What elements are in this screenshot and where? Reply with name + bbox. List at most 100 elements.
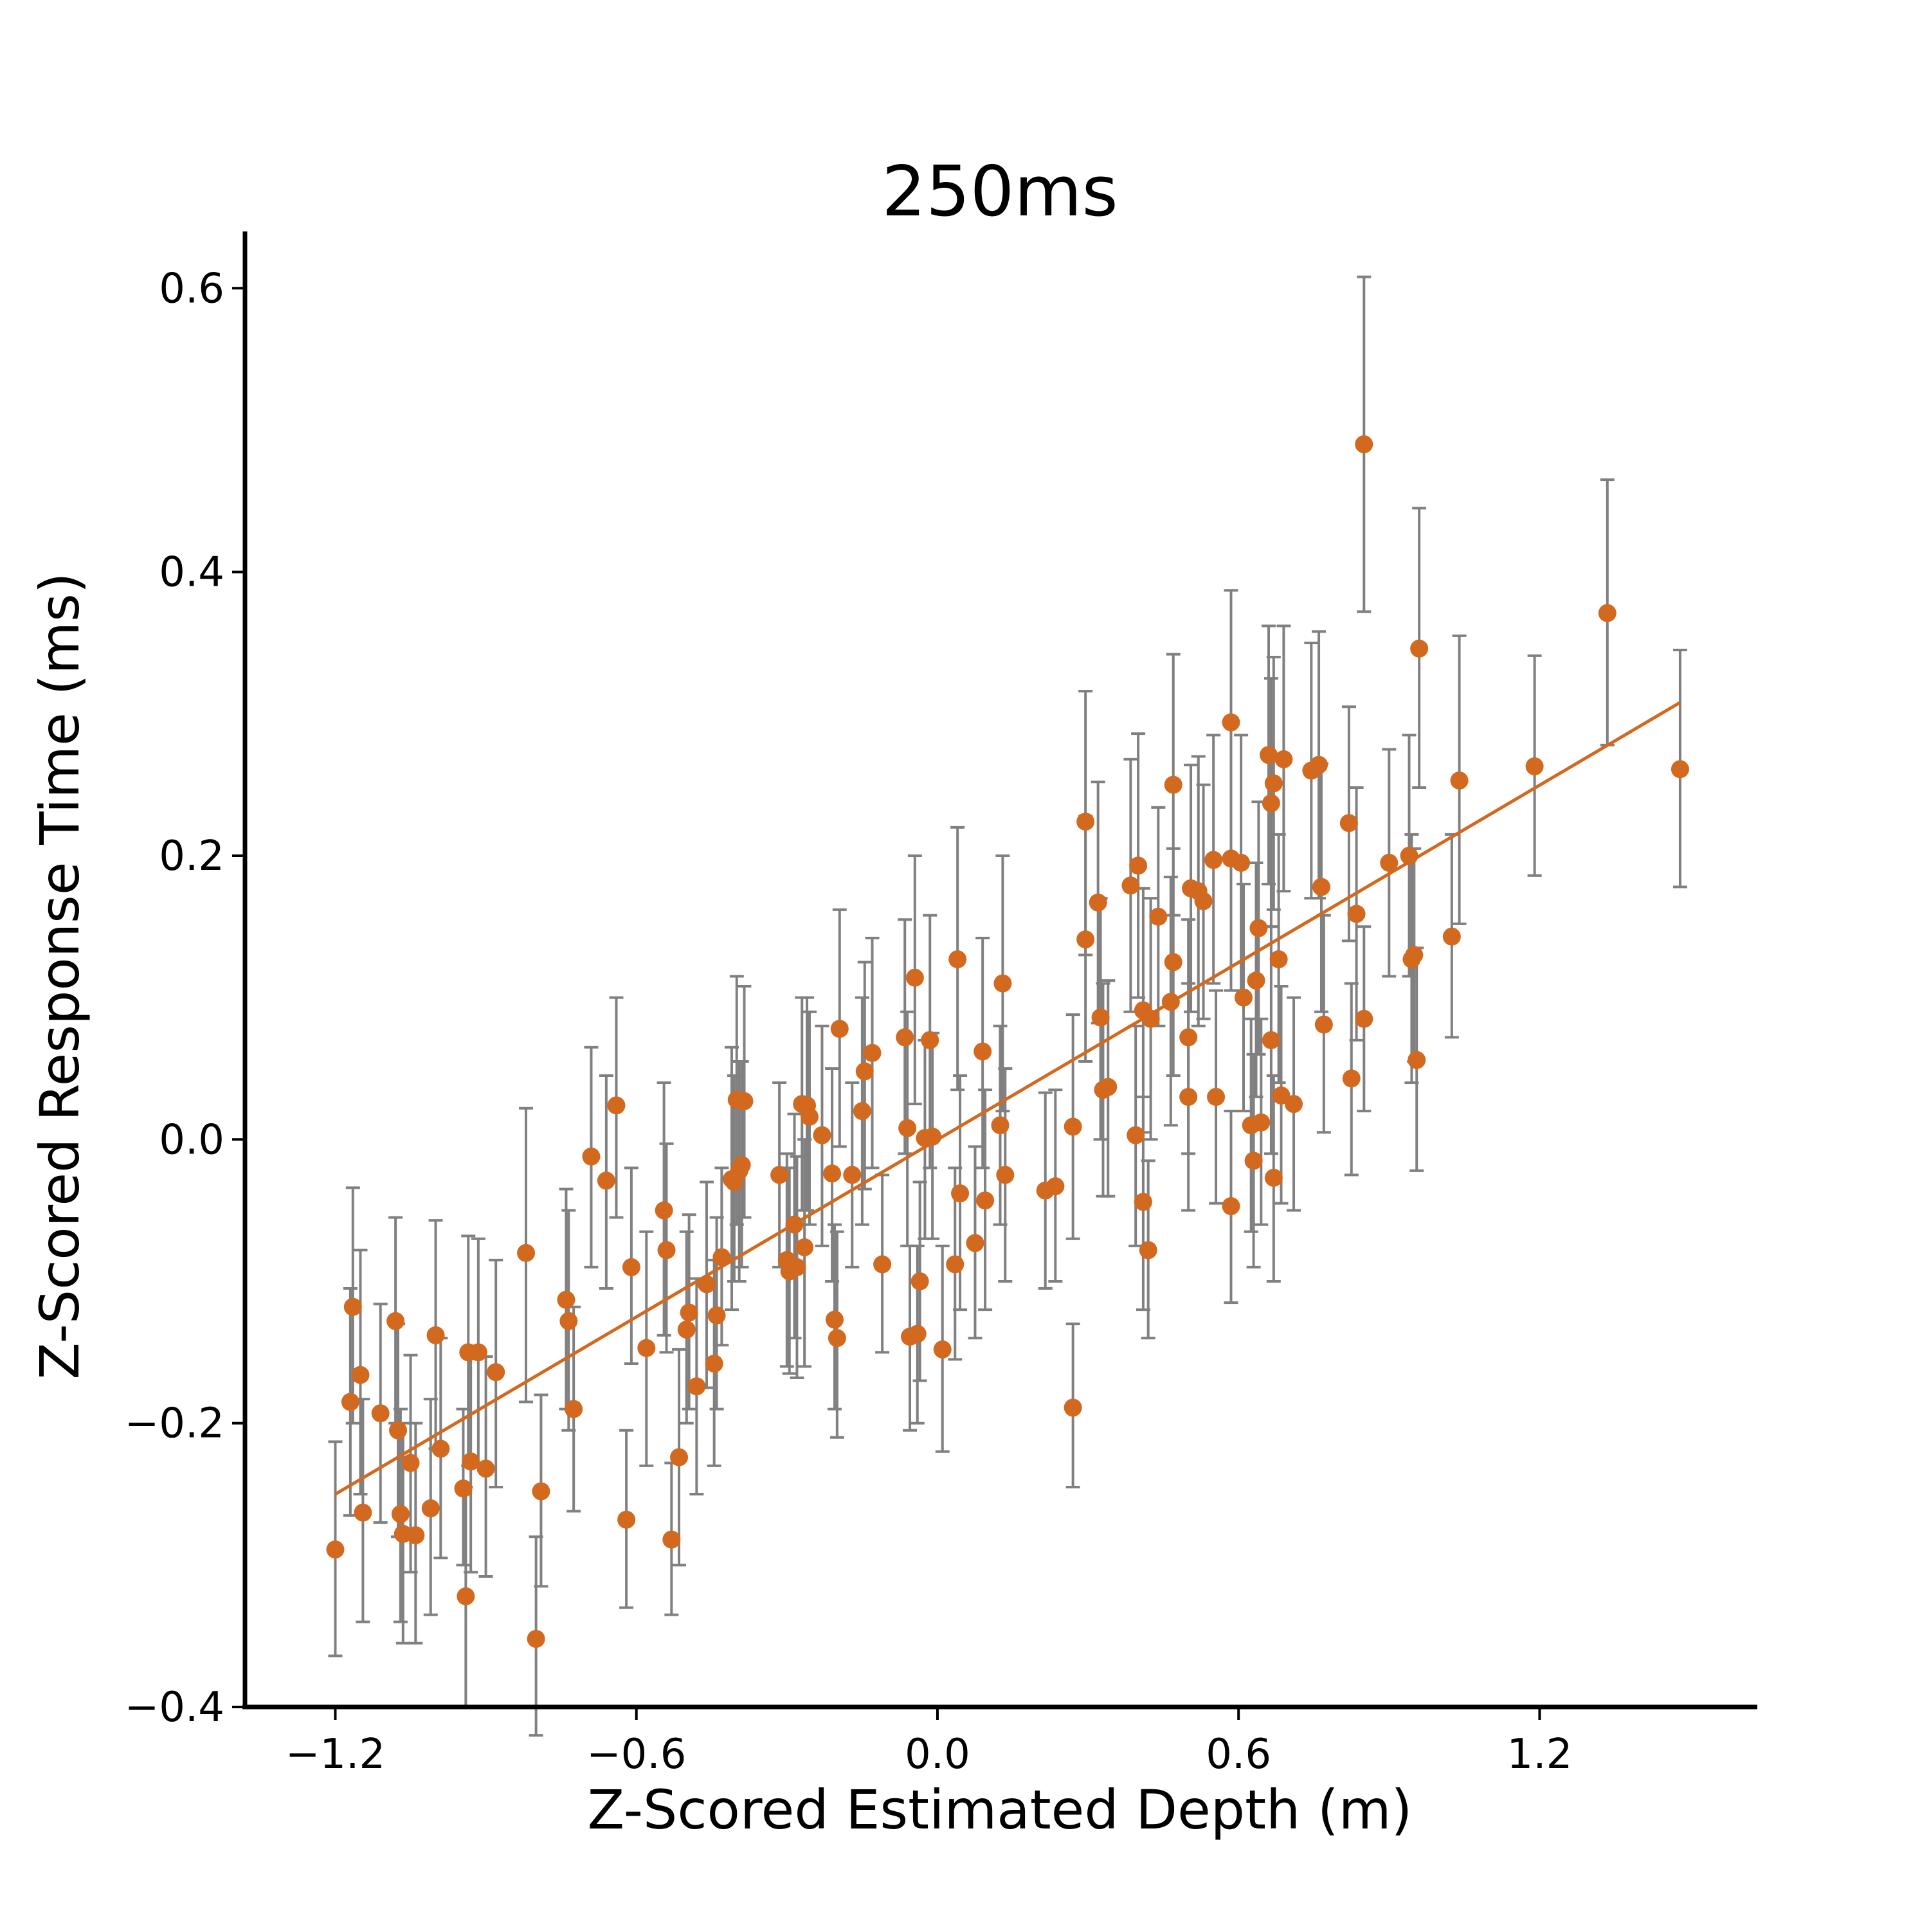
data-point [993,974,1012,993]
data-point [454,1479,473,1498]
data-point [1046,1177,1065,1196]
data-point [933,1340,952,1359]
data-point [386,1312,405,1330]
y-tick-label: 0.4 [159,549,224,597]
data-point [951,1184,970,1203]
data-point [1274,750,1293,768]
data-point [1380,853,1399,872]
data-point [1355,435,1373,454]
data-point [1194,892,1213,910]
data-point [487,1363,505,1382]
data-point [1064,1398,1082,1417]
data-point [1285,1095,1303,1114]
data-point [401,1454,420,1472]
x-tick-label: 0.0 [905,1731,970,1778]
chart-title: 250ms [882,152,1118,232]
data-point [532,1482,550,1501]
data-point [823,1164,842,1183]
data-point [1400,846,1418,865]
data-point [948,950,967,969]
data-point [607,1096,626,1115]
data-point [905,968,924,987]
data-point [898,1119,917,1137]
data-point [565,1400,583,1418]
data-point [1342,1069,1361,1088]
x-tick-label: −1.2 [285,1731,385,1778]
y-axis-label: Z-Scored Response Time (ms) [28,572,91,1379]
data-point [908,1324,927,1343]
x-tick-label: 1.2 [1507,1731,1573,1778]
data-point [557,1290,575,1309]
data-point [1076,930,1095,949]
data-point [1222,1197,1240,1216]
data-point [431,1440,450,1458]
y-tick-label: −0.4 [125,1684,224,1731]
data-point [1264,1168,1283,1187]
data-point [966,1234,984,1252]
data-point [354,1503,372,1522]
data-point [1222,713,1240,732]
data-point [1405,946,1424,964]
y-tick-label: −0.2 [125,1400,224,1448]
data-point [1127,1126,1145,1144]
data-point [1269,950,1288,969]
data-point [1525,757,1544,775]
data-point [843,1166,862,1184]
data-point [687,1377,706,1396]
data-point [991,1116,1010,1135]
data-point [1149,907,1168,926]
data-point [1247,971,1265,990]
data-point [559,1312,578,1330]
data-point [426,1326,445,1344]
data-point [1129,856,1148,875]
data-point [1347,905,1366,923]
data-point [795,1238,814,1257]
data-point [670,1448,689,1467]
y-tick-label: 0.2 [159,833,224,880]
x-tick-label: −0.6 [586,1731,686,1778]
data-point [830,1020,849,1038]
data-point [735,1092,754,1110]
data-point [406,1526,425,1544]
data-point [1310,755,1328,774]
data-point [813,1126,831,1144]
data-point [1179,1028,1198,1047]
data-point [1179,1088,1198,1106]
data-point [910,1272,929,1290]
data-point [1262,1031,1280,1049]
data-point [976,1191,995,1210]
data-point [1244,1151,1263,1170]
fit-line-group [334,701,1681,1496]
data-point [1252,1113,1271,1132]
x-ticks-group: −1.2 −0.6 0.0 0.6 1.2 [285,1707,1573,1778]
data-point [326,1540,345,1559]
data-point [732,1156,751,1175]
data-point [1139,1241,1157,1259]
data-point [1161,993,1180,1011]
data-point [825,1310,844,1329]
data-point [853,1102,871,1121]
data-point [946,1255,964,1274]
data-point [974,1042,992,1061]
data-point [1232,853,1251,872]
data-point [1671,760,1689,779]
data-point [341,1393,359,1411]
data-point [896,1028,914,1047]
data-point [1164,953,1182,971]
data-point [680,1303,698,1322]
data-point [457,1587,475,1605]
data-point [921,1031,939,1049]
data-point [527,1630,545,1648]
data-point [996,1166,1015,1184]
data-point [873,1255,892,1274]
fit-line [334,701,1681,1496]
data-point [1598,604,1617,622]
data-point [1249,919,1268,937]
data-point [1134,1193,1152,1211]
data-point [469,1343,487,1362]
data-point [712,1248,731,1267]
data-point [1260,746,1278,764]
data-point [1450,772,1469,790]
data-point [770,1166,789,1184]
